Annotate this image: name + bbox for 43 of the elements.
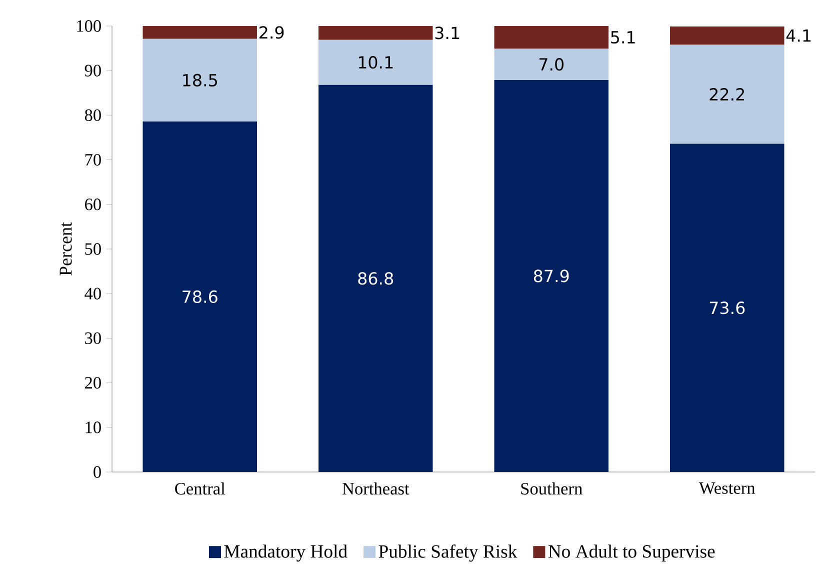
- bar: [318, 40, 433, 85]
- y-tick-label: 0: [94, 466, 101, 478]
- data-label: 78.6: [182, 290, 218, 304]
- y-axis-title: Percent: [60, 222, 72, 276]
- data-label: 87.9: [534, 270, 569, 282]
- bar: [494, 48, 608, 80]
- y-tick-label: 10: [86, 422, 101, 434]
- y-tick-label: 40: [84, 288, 101, 300]
- y-tick-label: 30: [85, 332, 101, 344]
- bar: [318, 26, 433, 40]
- data-label: 10.1: [358, 56, 393, 69]
- bar: [142, 121, 257, 472]
- data-label: 3.1: [435, 26, 460, 40]
- y-tick-label: 80: [84, 109, 101, 122]
- y-tick-label: 90: [84, 64, 101, 76]
- bar: [142, 26, 257, 39]
- bar: [318, 84, 433, 472]
- legend-label: Public Safety Risk: [378, 544, 518, 562]
- y-tick-label: 100: [77, 20, 101, 32]
- x-tick-label: Western: [698, 482, 756, 494]
- data-label: 18.5: [183, 74, 217, 86]
- bar: [670, 144, 784, 472]
- y-tick-label: 50: [85, 243, 101, 255]
- x-tick-label: Northeast: [342, 482, 410, 495]
- legend-label: Mandatory Hold: [224, 544, 348, 562]
- y-tick-label: 60: [85, 198, 101, 210]
- legend-label: No Adult to Supervise: [548, 544, 715, 562]
- data-label: 2.9: [260, 26, 284, 39]
- bar: [494, 26, 608, 49]
- bar: [670, 26, 784, 45]
- data-label: 73.6: [710, 302, 745, 314]
- x-tick-label: Central: [175, 482, 226, 495]
- data-label: 5.1: [611, 31, 635, 44]
- data-label: 86.8: [358, 272, 394, 285]
- y-tick-label: 70: [85, 154, 101, 166]
- data-label: 4.1: [786, 30, 811, 42]
- data-label: 22.2: [710, 88, 744, 100]
- data-label: 7.0: [539, 58, 564, 71]
- bar: [670, 44, 784, 144]
- bar: [142, 38, 257, 122]
- x-tick-label: Southern: [521, 482, 582, 495]
- y-tick-label: 20: [85, 376, 101, 389]
- bar: [494, 80, 608, 472]
